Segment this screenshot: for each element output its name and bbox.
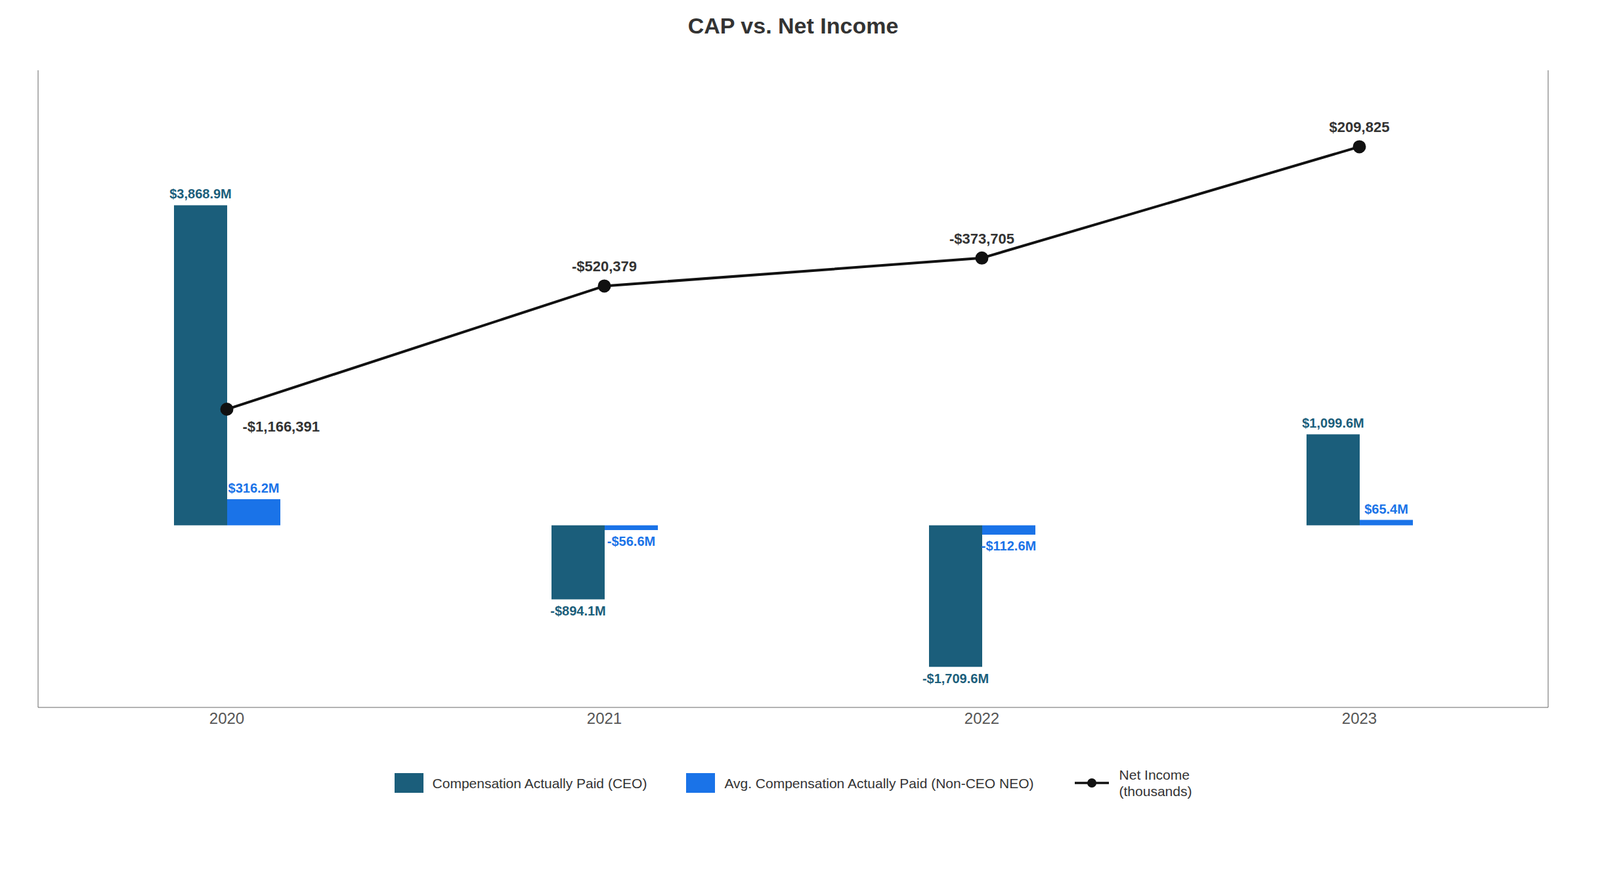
svg-text:$1,099.6M: $1,099.6M <box>1301 415 1365 431</box>
svg-text:$3,868.9M: $3,868.9M <box>169 186 232 201</box>
svg-text:2022: 2022 <box>964 709 1000 727</box>
svg-text:$65.4M: $65.4M <box>1364 501 1409 517</box>
svg-text:-$112.6M: -$112.6M <box>981 538 1037 553</box>
html-text:Avg. Compensation Actually Pai: Avg. Compensation Actually Paid (Non-CEO… <box>724 775 1034 791</box>
svg-text:-$520,379: -$520,379 <box>571 258 637 275</box>
svg-text:$209,825: $209,825 <box>1329 118 1390 136</box>
svg-text:2023: 2023 <box>1341 709 1377 727</box>
svg-text:-$1,709.6M: -$1,709.6M <box>922 670 989 686</box>
svg-text:-$894.1M: -$894.1M <box>550 603 606 618</box>
html-text:CAP vs. Net Income: CAP vs. Net Income <box>687 13 899 39</box>
svg-text:2021: 2021 <box>586 709 622 727</box>
svg-text:-$56.6M: -$56.6M <box>607 533 656 549</box>
svg-text:$316.2M: $316.2M <box>228 480 280 496</box>
svg-text:-$1,166,391: -$1,166,391 <box>242 418 320 435</box>
html-text:Compensation Actually Paid (CE: Compensation Actually Paid (CEO) <box>432 775 647 791</box>
html-text:Net Income (thousands): Net Income (thousands) <box>1119 766 1192 799</box>
svg-text:-$373,705: -$373,705 <box>949 230 1015 247</box>
svg-text:2020: 2020 <box>209 709 245 727</box>
